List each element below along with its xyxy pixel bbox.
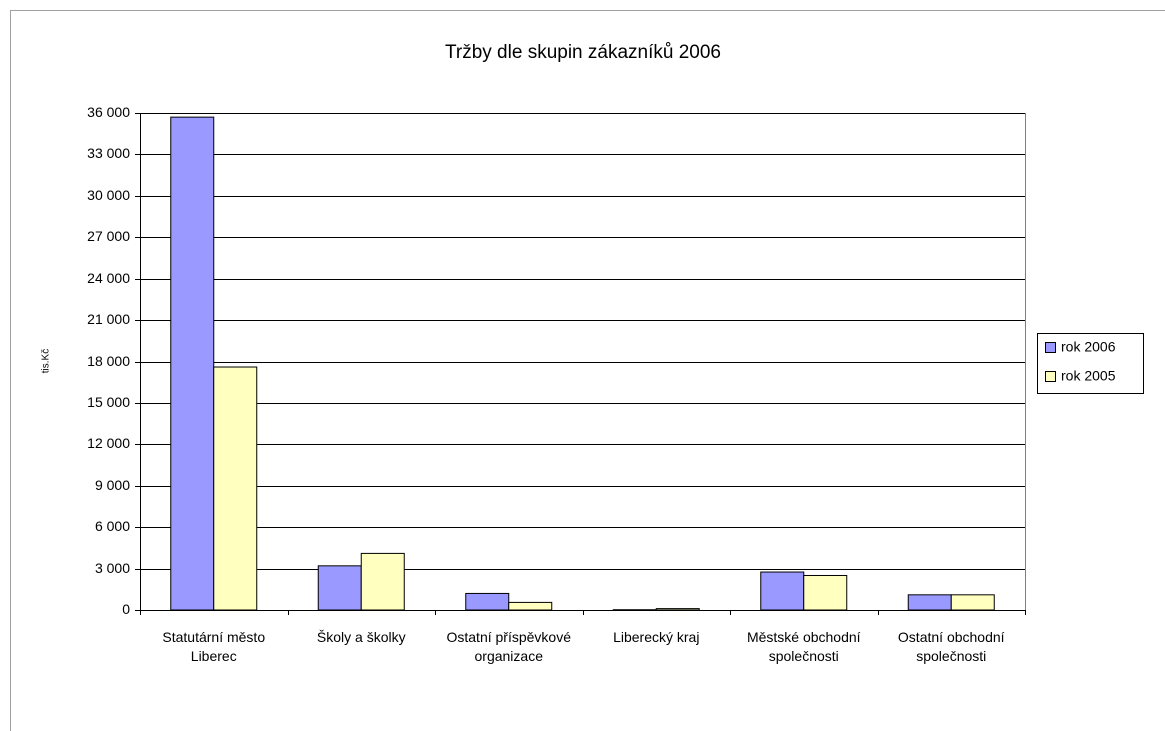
legend-label: rok 2006: [1061, 339, 1116, 355]
y-tick-label: 12 000: [87, 435, 130, 451]
x-tick-label: Městské obchodní společnosti: [746, 629, 861, 664]
x-tick-label: Školy a školky: [316, 629, 406, 645]
y-tick-label: 3 000: [95, 560, 130, 576]
y-tick-label: 18 000: [87, 353, 130, 369]
bar: [950, 594, 995, 611]
bar: [213, 366, 258, 611]
y-tick-label: 33 000: [87, 145, 130, 161]
bar: [508, 601, 553, 611]
x-tick-label: Ostatní obchodní společnosti: [897, 629, 1005, 664]
y-tick-label: 6 000: [95, 518, 130, 534]
y-tick-label: 21 000: [87, 311, 130, 327]
legend-swatch: [1045, 342, 1056, 353]
bar: [317, 565, 362, 611]
legend-swatch: [1045, 371, 1056, 382]
x-tick-label: Ostatní příspěvkové organizace: [446, 629, 571, 664]
y-tick-label: 30 000: [87, 187, 130, 203]
y-tick-label: 27 000: [87, 228, 130, 244]
x-tick-label: Statutární město Liberec: [162, 629, 266, 664]
y-tick-label: 24 000: [87, 270, 130, 286]
chart-title: Tržby dle skupin zákazníků 2006: [445, 42, 721, 63]
legend-label: rok 2005: [1061, 368, 1116, 384]
bar: [465, 592, 510, 611]
y-tick-label: 36 000: [87, 104, 130, 120]
bar: [803, 574, 848, 611]
y-tick-label: 0: [122, 601, 130, 617]
bar: [907, 594, 952, 611]
bar: [170, 116, 215, 611]
y-tick-label: 9 000: [95, 477, 130, 493]
bar: [760, 571, 805, 611]
bar: [360, 552, 405, 611]
y-tick-label: 15 000: [87, 394, 130, 410]
x-tick-label: Liberecký kraj: [613, 629, 700, 645]
bar: [655, 608, 700, 611]
y-axis-label: tis.Kč: [41, 349, 52, 373]
